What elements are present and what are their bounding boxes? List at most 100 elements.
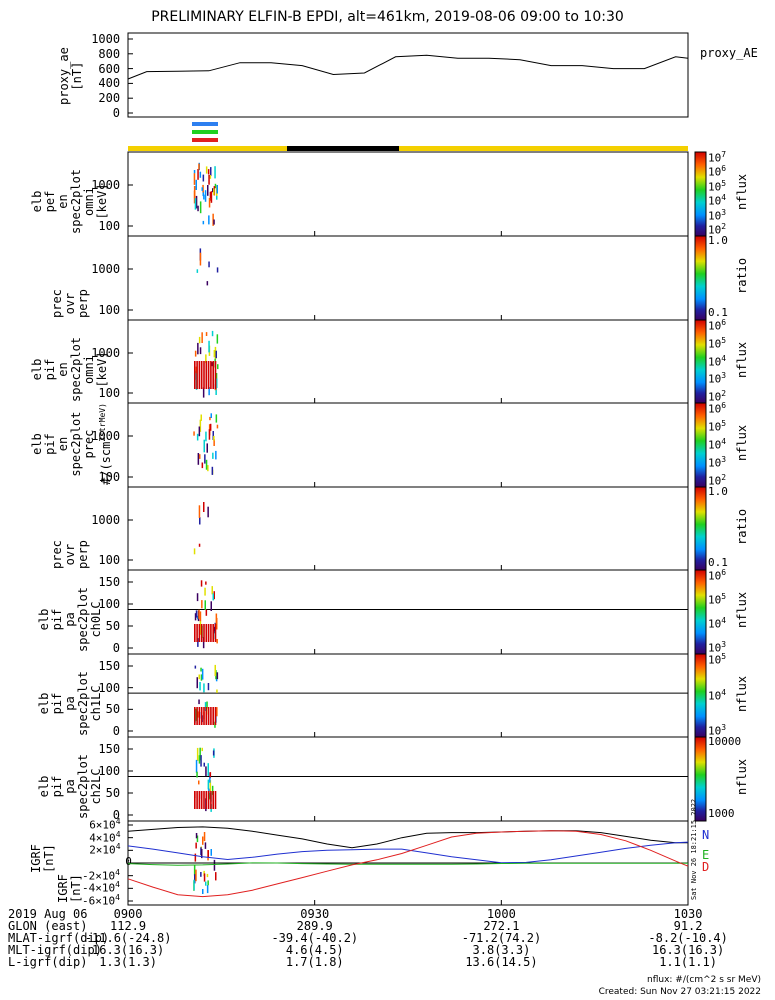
- ephem-value: 1000: [486, 907, 516, 921]
- spectrogram-mark: [216, 639, 218, 644]
- spectrogram-mark: [207, 763, 209, 776]
- colorbar-tick-label: 104: [708, 616, 727, 631]
- y-tick-label: 0: [112, 808, 121, 822]
- spectrogram-mark: [198, 699, 200, 705]
- spectrogram-mark: [196, 269, 199, 273]
- spectrogram-mark: [199, 747, 201, 761]
- spectrogram-mark: [205, 609, 208, 616]
- spectrogram-mark: [199, 171, 202, 178]
- spectrogram-mark: [211, 586, 213, 595]
- colorbar-tick-label: 105: [708, 592, 727, 607]
- y-tick-label: 2×104: [89, 842, 121, 857]
- colorbar-tick-label: 105: [708, 335, 727, 351]
- panel-6-frame: [127, 569, 689, 655]
- colorbar-tick-label: 103: [708, 640, 727, 655]
- ephem-value: 112.9: [110, 919, 147, 933]
- spectrogram-mark: [200, 755, 202, 767]
- spectrogram-mark: [205, 624, 208, 642]
- spectrogram-mark: [196, 707, 198, 725]
- spectrogram-mark: [208, 387, 210, 396]
- state-bar-blue: [192, 122, 218, 126]
- colorbar-4: [694, 402, 707, 488]
- spectrogram-mark: [216, 689, 218, 693]
- spectrogram-mark: [199, 620, 202, 634]
- spectrogram-mark: [215, 872, 217, 881]
- spectrogram-mark: [199, 682, 201, 691]
- spectrogram-mark: [215, 385, 217, 395]
- spectrogram-mark: [205, 881, 207, 886]
- igrf-D-line: [127, 830, 689, 898]
- colorbar-1: [694, 151, 707, 237]
- spectrogram-mark: [207, 169, 210, 175]
- spectrogram-mark: [203, 791, 205, 809]
- legend-N: N: [702, 828, 710, 842]
- y-tick-label: 100: [98, 764, 121, 778]
- panel-7-frame: [127, 653, 689, 738]
- ephem-value: 1.3(1.3): [99, 955, 157, 969]
- ephem-value: 91.2: [673, 919, 703, 933]
- colorbar-tick-label: 0.1: [708, 306, 728, 319]
- spectrogram-mark: [199, 347, 202, 355]
- spectrogram-mark: [212, 750, 215, 756]
- spectrogram-mark: [196, 791, 198, 809]
- spectrogram-mark: [194, 791, 196, 809]
- ephem-value: 1.1(1.1): [659, 955, 717, 969]
- spectrogram-mark: [208, 429, 211, 440]
- spectrogram-mark: [214, 361, 217, 389]
- colorbar-tick-label: 106: [708, 164, 727, 180]
- spectrogram-mark: [202, 184, 204, 193]
- spectrogram-mark: [205, 166, 208, 174]
- spectrogram-mark: [210, 601, 212, 611]
- spectrogram-mark: [205, 581, 207, 585]
- spectrogram-mark: [216, 672, 219, 680]
- spectrogram-mark: [214, 791, 217, 809]
- ephem-value: -71.2(74.2): [461, 931, 542, 945]
- panel-8-frame: [127, 736, 689, 822]
- spectrogram-mark: [196, 771, 198, 778]
- y-tick-label: 600: [98, 61, 121, 76]
- spectrogram-mark: [202, 191, 204, 197]
- y-tick-label: 1000: [91, 513, 121, 527]
- spectrogram-mark: [205, 354, 207, 364]
- y-tick-label: 100: [98, 470, 121, 484]
- spectrogram-mark: [212, 452, 214, 459]
- spectrogram-mark: [213, 591, 215, 600]
- y-tick-label: 100: [98, 680, 121, 695]
- spectrogram-mark: [205, 766, 207, 777]
- spectrogram-mark: [213, 626, 215, 634]
- colorbar-5: [694, 486, 707, 571]
- spectrogram-mark: [193, 431, 195, 436]
- spectrogram-mark: [205, 707, 208, 725]
- spectrogram-mark: [202, 387, 205, 398]
- spectrogram-mark: [212, 707, 214, 725]
- y-tick-label: 800: [98, 46, 121, 61]
- spectrogram-mark: [199, 517, 201, 525]
- spectrogram-mark: [216, 267, 219, 273]
- y-tick-label: 100: [98, 597, 121, 611]
- spectrogram-mark: [196, 677, 198, 689]
- spectrogram-mark: [204, 454, 206, 464]
- spectrogram-mark: [206, 443, 208, 453]
- panel-2-frame: [127, 235, 689, 321]
- y-tick-label: 0: [112, 641, 121, 655]
- colorbar-tick-label: 1.0: [708, 485, 728, 498]
- colorbar-tick-label: 104: [708, 353, 727, 369]
- spectrogram-mark: [200, 667, 202, 672]
- spectrogram-mark: [211, 362, 213, 367]
- spectrogram-mark: [198, 163, 200, 170]
- ephem-value: -39.4(-40.2): [271, 931, 359, 945]
- spectrogram-mark: [204, 600, 206, 610]
- ephem-value: 272.1: [483, 919, 520, 933]
- spectrogram-mark: [200, 580, 203, 587]
- spectrogram-mark: [214, 183, 217, 189]
- plot-title: PRELIMINARY ELFIN-B EPDI, alt=461km, 201…: [151, 9, 624, 25]
- ephem-value: 13.6(14.5): [465, 955, 538, 969]
- spectrogram-mark: [203, 683, 205, 693]
- spectrogram-mark: [196, 361, 198, 389]
- spectrogram-mark: [216, 185, 218, 194]
- colorbar-tick-label: 104: [708, 687, 727, 703]
- spectrogram-mark: [198, 780, 200, 785]
- spectrogram-mark: [201, 600, 203, 609]
- spectrogram-mark: [207, 185, 209, 196]
- colorbar-tick-label: 104: [708, 193, 727, 208]
